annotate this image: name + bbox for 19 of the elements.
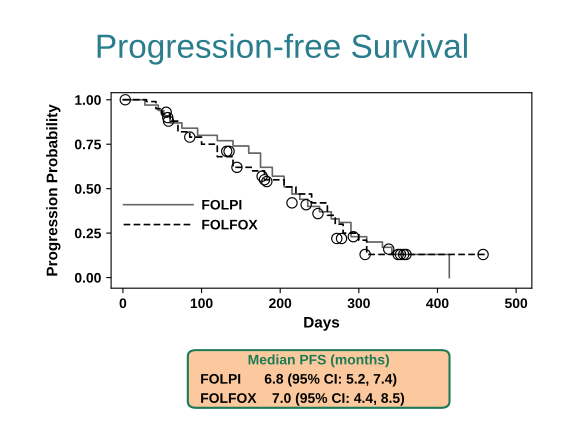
x-axis-title: Days [304, 317, 340, 331]
y-tick-label: 0.00 [74, 272, 101, 283]
text: FOLFOX 7.0 (95% CI: 4.4, 8.5) [201, 392, 404, 406]
legend-label: FOLPI [202, 200, 242, 210]
y-tick-label: 1.00 [75, 95, 101, 105]
text: Median PFS (months) [248, 354, 389, 368]
y-tick-label: 0.75 [74, 140, 101, 150]
legend-label: FOLFOX [202, 220, 258, 230]
x-tick-label: 500 [504, 298, 528, 308]
x-tick-label: 200 [269, 298, 292, 308]
y-tick-label: 0.25 [74, 228, 101, 238]
y-axis-title: Progression Probability [46, 104, 60, 276]
x-tick-label: 0 [120, 298, 126, 308]
x-tick-label: 300 [348, 298, 370, 308]
y-tick-label: 0.50 [74, 184, 101, 194]
x-tick-label: 400 [426, 298, 448, 308]
chart-title: Progression-free Survival [98, 34, 467, 65]
text: FOLPI 6.8 (95% CI: 5.2, 7.4) [201, 374, 396, 387]
x-tick-label: 100 [190, 298, 213, 308]
